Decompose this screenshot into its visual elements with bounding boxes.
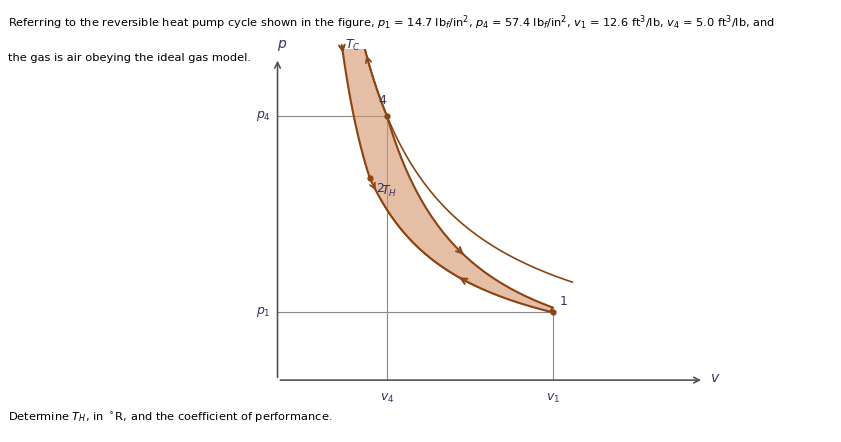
Text: $v_4$: $v_4$	[379, 392, 394, 405]
Polygon shape	[314, 0, 553, 312]
Text: $p_1$: $p_1$	[257, 305, 271, 320]
Text: $v$: $v$	[711, 371, 721, 385]
Text: 4: 4	[378, 94, 386, 107]
Text: $T_H$: $T_H$	[380, 183, 396, 198]
Text: 2: 2	[376, 182, 384, 194]
Text: Referring to the reversible heat pump cycle shown in the figure, $p_1$ = 14.7 lb: Referring to the reversible heat pump cy…	[8, 13, 775, 32]
Text: $p$: $p$	[277, 38, 287, 53]
Text: $v_1$: $v_1$	[546, 392, 560, 405]
Text: 1: 1	[559, 295, 568, 308]
Text: the gas is air obeying the ideal gas model.: the gas is air obeying the ideal gas mod…	[8, 53, 251, 63]
Text: $T_C$: $T_C$	[345, 38, 361, 53]
Text: $p_4$: $p_4$	[256, 109, 271, 123]
Text: Determine $T_H$, in $^\circ$R, and the coefficient of performance.: Determine $T_H$, in $^\circ$R, and the c…	[8, 411, 333, 425]
